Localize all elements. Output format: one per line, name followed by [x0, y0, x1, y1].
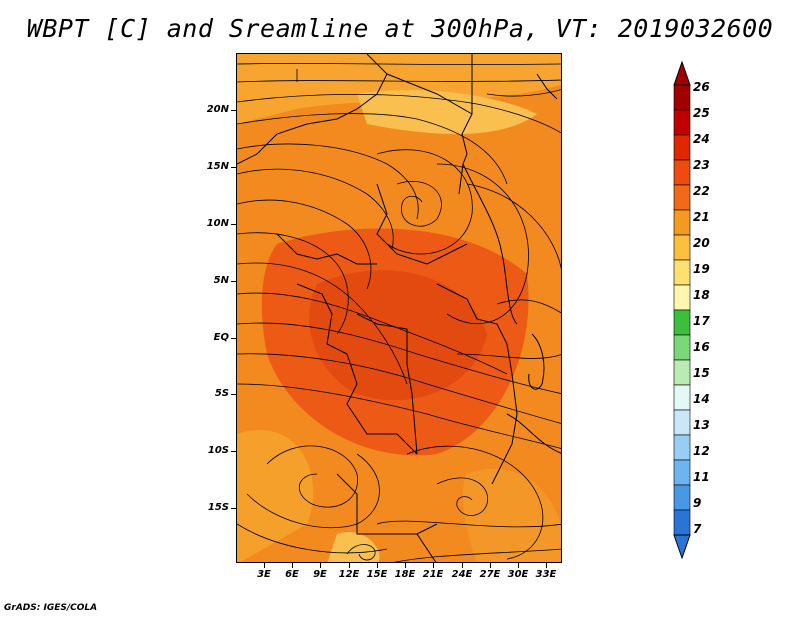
colorbar-label-23: 23	[693, 158, 710, 172]
lat-label-eq: EQ	[213, 332, 229, 343]
colorbar-label-20: 20	[693, 236, 710, 250]
lon-tick	[377, 563, 378, 568]
lon-tick	[292, 563, 293, 568]
lon-tick	[462, 563, 463, 568]
lat-tick	[231, 451, 236, 452]
colorbar-segment	[673, 109, 691, 136]
wbpt-warm-patch-north	[357, 90, 537, 134]
lon-label-24e: 24E	[451, 569, 473, 580]
chart-title: WBPT [C] and Sreamline at 300hPa, VT: 20…	[26, 14, 774, 43]
lon-tick	[320, 563, 321, 568]
colorbar-top-arrow	[673, 60, 691, 86]
lon-tick	[264, 563, 265, 568]
lat-tick	[231, 167, 236, 168]
colorbar-segment	[673, 184, 691, 211]
lat-label-20n: 20N	[206, 104, 229, 115]
colorbar-segment	[673, 384, 691, 411]
lon-label-30e: 30E	[507, 569, 529, 580]
colorbar-bottom-arrow	[673, 534, 691, 560]
lon-label-6e: 6E	[285, 569, 299, 580]
colorbar-label-15: 15	[693, 366, 710, 380]
colorbar-label-26: 26	[693, 80, 710, 94]
colorbar-label-17: 17	[693, 314, 710, 328]
colorbar-label-7: 7	[693, 522, 702, 536]
wbpt-north-band	[237, 54, 561, 124]
map-panel	[236, 53, 562, 563]
colorbar-segment	[673, 309, 691, 336]
colorbar-label-9: 9	[693, 496, 702, 510]
colorbar-label-24: 24	[693, 132, 710, 146]
colorbar-segment	[673, 334, 691, 361]
colorbar-segment	[673, 459, 691, 486]
colorbar-label-22: 22	[693, 184, 710, 198]
country-borders	[237, 54, 561, 562]
lon-label-21e: 21E	[422, 569, 444, 580]
colorbar-segment	[673, 259, 691, 286]
lon-label-12e: 12E	[338, 569, 360, 580]
lon-tick	[546, 563, 547, 568]
colorbar-label-25: 25	[693, 106, 710, 120]
colorbar-segment	[673, 284, 691, 311]
lat-label-10n: 10N	[206, 218, 229, 229]
lon-tick	[433, 563, 434, 568]
colorbar-segment	[673, 509, 691, 536]
lon-label-3e: 3E	[257, 569, 271, 580]
colorbar-label-19: 19	[693, 262, 710, 276]
colorbar	[673, 60, 691, 560]
lon-tick	[405, 563, 406, 568]
colorbar-segment	[673, 434, 691, 461]
lon-tick	[349, 563, 350, 568]
colorbar-segment	[673, 84, 691, 111]
streamlines	[237, 63, 561, 562]
lat-tick	[231, 394, 236, 395]
colorbar-label-11: 11	[693, 470, 710, 484]
colorbar-segment	[673, 484, 691, 511]
colorbar-segment	[673, 409, 691, 436]
lat-tick	[231, 110, 236, 111]
colorbar-segment	[673, 234, 691, 261]
lon-label-9e: 9E	[313, 569, 327, 580]
colorbar-segment	[673, 134, 691, 161]
colorbar-segment	[673, 159, 691, 186]
colorbar-label-12: 12	[693, 444, 710, 458]
colorbar-label-18: 18	[693, 288, 710, 302]
lat-label-15s: 15S	[207, 502, 229, 513]
lat-tick	[231, 338, 236, 339]
colorbar-label-14: 14	[693, 392, 710, 406]
lat-label-5s: 5S	[214, 388, 229, 399]
lat-tick	[231, 281, 236, 282]
lon-label-18e: 18E	[394, 569, 416, 580]
colorbar-segment	[673, 209, 691, 236]
credit-text: GrADS: IGES/COLA	[4, 603, 98, 613]
lat-label-15n: 15N	[206, 161, 229, 172]
lon-tick	[490, 563, 491, 568]
lat-tick	[231, 224, 236, 225]
lat-label-10s: 10S	[207, 445, 229, 456]
colorbar-label-16: 16	[693, 340, 710, 354]
lat-tick	[231, 508, 236, 509]
lon-label-33e: 33E	[535, 569, 557, 580]
wbpt-core-inner	[309, 270, 487, 401]
lon-tick	[518, 563, 519, 568]
colorbar-segment	[673, 359, 691, 386]
lon-label-15e: 15E	[366, 569, 388, 580]
map-svg	[237, 54, 561, 562]
colorbar-label-21: 21	[693, 210, 710, 224]
lat-label-5n: 5N	[213, 275, 229, 286]
colorbar-label-13: 13	[693, 418, 710, 432]
wbpt-sw-patch	[237, 430, 314, 562]
lon-label-27e: 27E	[479, 569, 501, 580]
